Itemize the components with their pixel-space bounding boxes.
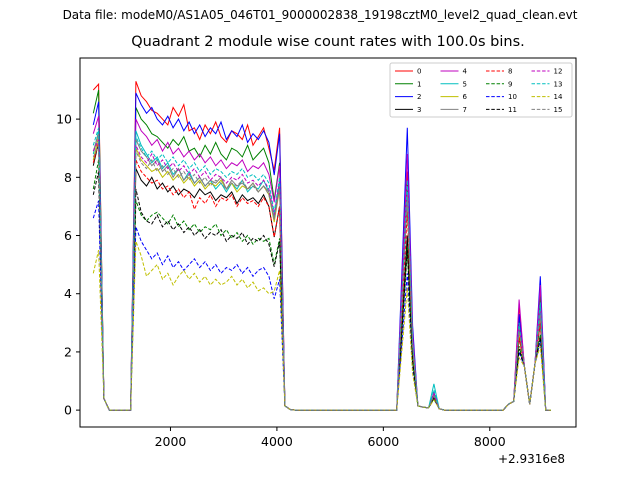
series-line-12 xyxy=(92,139,551,411)
series-line-2 xyxy=(92,92,551,411)
series-line-11 xyxy=(92,171,551,411)
series-line-0 xyxy=(92,81,551,411)
y-tick-label: 0 xyxy=(64,403,72,418)
y-tick-label: 8 xyxy=(64,170,72,185)
legend-label-6: 6 xyxy=(463,93,468,101)
series-line-14 xyxy=(92,241,551,411)
series-line-6 xyxy=(92,136,551,411)
legend-label-7: 7 xyxy=(463,106,467,114)
y-tick-label: 10 xyxy=(56,112,72,127)
series-line-1 xyxy=(92,89,551,411)
x-axis-offset-label: +2.9316e8 xyxy=(497,452,565,466)
legend-label-12: 12 xyxy=(554,68,563,76)
legend-label-5: 5 xyxy=(463,80,467,88)
legend-label-9: 9 xyxy=(508,80,512,88)
legend-label-15: 15 xyxy=(554,106,563,114)
legend-label-3: 3 xyxy=(417,106,421,114)
chart-title: Quadrant 2 module wise count rates with … xyxy=(131,34,525,50)
series-line-5 xyxy=(92,130,551,411)
y-tick-label: 4 xyxy=(64,286,72,301)
x-tick-label: 6000 xyxy=(367,434,399,449)
legend-label-0: 0 xyxy=(417,68,421,76)
x-tick-label: 2000 xyxy=(155,434,187,449)
legend-label-10: 10 xyxy=(508,93,517,101)
y-tick-label: 2 xyxy=(64,344,72,359)
series-line-9 xyxy=(92,159,551,411)
legend-label-14: 14 xyxy=(554,93,563,101)
legend-label-1: 1 xyxy=(417,80,421,88)
legend-label-2: 2 xyxy=(417,93,421,101)
plot-frame xyxy=(79,57,577,428)
legend-label-11: 11 xyxy=(508,106,517,114)
x-tick-label: 8000 xyxy=(474,434,506,449)
y-tick-label: 6 xyxy=(64,228,72,243)
legend-label-4: 4 xyxy=(463,68,468,76)
legend-box xyxy=(389,62,573,118)
legend-label-8: 8 xyxy=(508,68,512,76)
legend-label-13: 13 xyxy=(554,80,563,88)
series-layer xyxy=(92,81,551,411)
series-line-15 xyxy=(92,145,551,411)
series-line-10 xyxy=(92,200,551,411)
x-tick-label: 4000 xyxy=(261,434,293,449)
figure-suptitle: Data file: modeM0/AS1A05_046T01_90000028… xyxy=(62,8,578,22)
series-line-7 xyxy=(92,133,551,411)
